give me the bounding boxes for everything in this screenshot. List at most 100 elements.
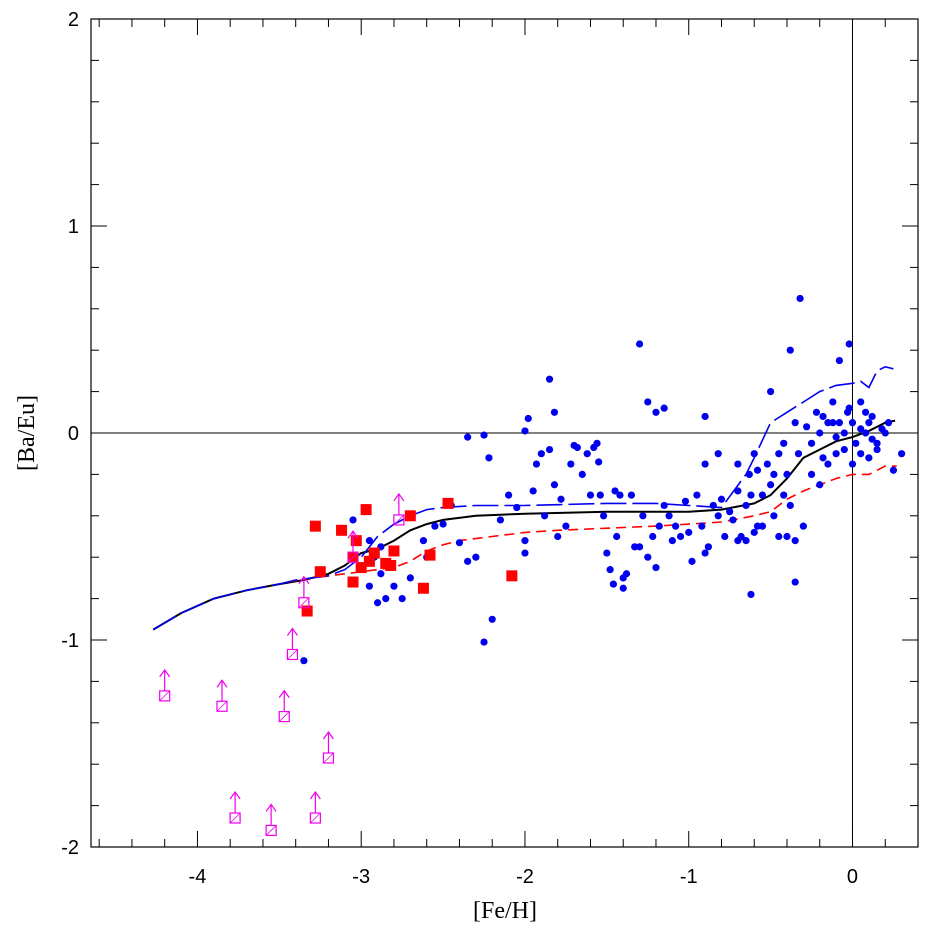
blue-star-point bbox=[586, 491, 595, 499]
y-tick-label: 0 bbox=[68, 423, 79, 445]
blue-star-point bbox=[734, 460, 742, 468]
x-tick-label: -2 bbox=[516, 866, 534, 888]
blue-star-point bbox=[562, 522, 570, 530]
blue-star-point bbox=[593, 439, 601, 447]
magenta-square-diagonal bbox=[278, 711, 290, 722]
blue-star-point bbox=[672, 522, 680, 530]
blue-star-point bbox=[613, 532, 621, 541]
blue-star-point bbox=[532, 460, 541, 468]
blue-star-point bbox=[545, 375, 554, 383]
blue-star-point bbox=[521, 427, 529, 435]
red-star-square bbox=[301, 605, 313, 617]
blue-star-point bbox=[816, 429, 824, 437]
y-tick-label: -2 bbox=[61, 837, 79, 859]
blue-star-point bbox=[606, 566, 614, 574]
blue-star-point bbox=[775, 450, 783, 458]
reference-lines bbox=[91, 19, 918, 847]
blue-star-point bbox=[373, 599, 382, 607]
blue-star-point bbox=[480, 431, 488, 439]
arrow-up-icon bbox=[322, 730, 334, 740]
blue-star-point bbox=[583, 450, 591, 458]
blue-star-point bbox=[660, 404, 668, 412]
x-tick-label: -3 bbox=[352, 866, 370, 888]
blue-star-point bbox=[693, 491, 701, 499]
magenta-square-diagonal bbox=[347, 551, 359, 563]
blue-star-point bbox=[365, 537, 373, 545]
magenta-lower-limit bbox=[286, 627, 299, 661]
blue-star-point bbox=[521, 537, 529, 545]
blue-star-point bbox=[616, 491, 624, 499]
blue-star-point bbox=[819, 412, 827, 421]
blue-star-point bbox=[852, 439, 860, 447]
blue-star-point bbox=[688, 557, 696, 565]
magenta-lower-limit bbox=[265, 803, 277, 837]
blue-star-point bbox=[578, 470, 586, 478]
magenta-lower-limit bbox=[393, 492, 405, 526]
magenta-lower-limit bbox=[159, 668, 171, 702]
blue-star-point bbox=[649, 532, 657, 541]
red-star-square bbox=[417, 582, 429, 594]
magenta-square-diagonal bbox=[229, 812, 241, 824]
blue-star-point bbox=[439, 520, 447, 528]
blue-star-point bbox=[365, 582, 373, 590]
blue-star-point bbox=[406, 574, 414, 582]
red-star-square bbox=[385, 559, 397, 571]
blue-star-point bbox=[464, 433, 472, 441]
blue-star-point bbox=[819, 454, 827, 462]
blue-star-point bbox=[742, 537, 750, 545]
red-star-square bbox=[350, 535, 362, 547]
arrow-up-icon bbox=[393, 492, 405, 502]
blue-star-point bbox=[704, 543, 712, 551]
blue-star-point bbox=[729, 516, 737, 524]
magenta-lower-limit bbox=[229, 790, 241, 824]
blue-star-point bbox=[701, 412, 709, 421]
magenta-lower-limit bbox=[347, 530, 359, 563]
x-tick-label: -1 bbox=[680, 866, 698, 888]
blue-star-point bbox=[714, 450, 722, 458]
blue-star-point bbox=[861, 429, 870, 437]
magenta-lower-limit bbox=[216, 679, 228, 712]
x-tick-label: 0 bbox=[847, 866, 858, 888]
blue-star-point bbox=[611, 487, 619, 495]
blue-star-point bbox=[840, 445, 848, 454]
blue-star-point bbox=[824, 460, 832, 468]
blue-star-point bbox=[609, 580, 618, 588]
magenta-square-diagonal bbox=[216, 700, 228, 712]
blue-star-point bbox=[529, 487, 537, 495]
blue-star-point bbox=[644, 553, 652, 561]
red-star-square bbox=[360, 504, 372, 516]
blue-star-point bbox=[829, 419, 837, 427]
blue-star-point bbox=[701, 549, 709, 557]
blue-star-point bbox=[873, 439, 881, 447]
y-tick-label: -1 bbox=[61, 630, 79, 652]
blue-star-point bbox=[767, 481, 775, 489]
blue-star-point bbox=[652, 563, 660, 572]
blue-star-point bbox=[676, 532, 685, 541]
red-star-square bbox=[442, 497, 454, 509]
blue-star-point bbox=[595, 458, 603, 466]
blue-star-point bbox=[840, 429, 848, 437]
blue-star-point bbox=[791, 419, 799, 427]
blue-star-point bbox=[848, 419, 857, 427]
blue-star-point bbox=[698, 522, 706, 530]
blue-star-point bbox=[791, 578, 799, 586]
blue-star-point bbox=[431, 522, 439, 530]
blue-star-point bbox=[668, 537, 676, 545]
magenta-square-diagonal bbox=[310, 812, 321, 824]
blue-star-point bbox=[865, 454, 873, 462]
blue-star-point bbox=[734, 487, 742, 495]
blue-star-point bbox=[377, 570, 385, 578]
blue-star-point bbox=[753, 466, 762, 474]
magenta-lower-limit bbox=[298, 575, 310, 609]
arrow-up-icon bbox=[159, 668, 171, 678]
blue-star-point bbox=[472, 553, 480, 561]
red-star-square bbox=[336, 524, 348, 536]
red-star-square bbox=[368, 547, 380, 559]
blue-star-point bbox=[742, 501, 750, 510]
blue-star-point bbox=[835, 356, 843, 365]
x-axis-title: [Fe/H] bbox=[473, 898, 537, 924]
magenta-square-diagonal bbox=[287, 649, 298, 660]
blue-star-point bbox=[300, 657, 308, 665]
magenta-lower-limit bbox=[322, 730, 335, 764]
